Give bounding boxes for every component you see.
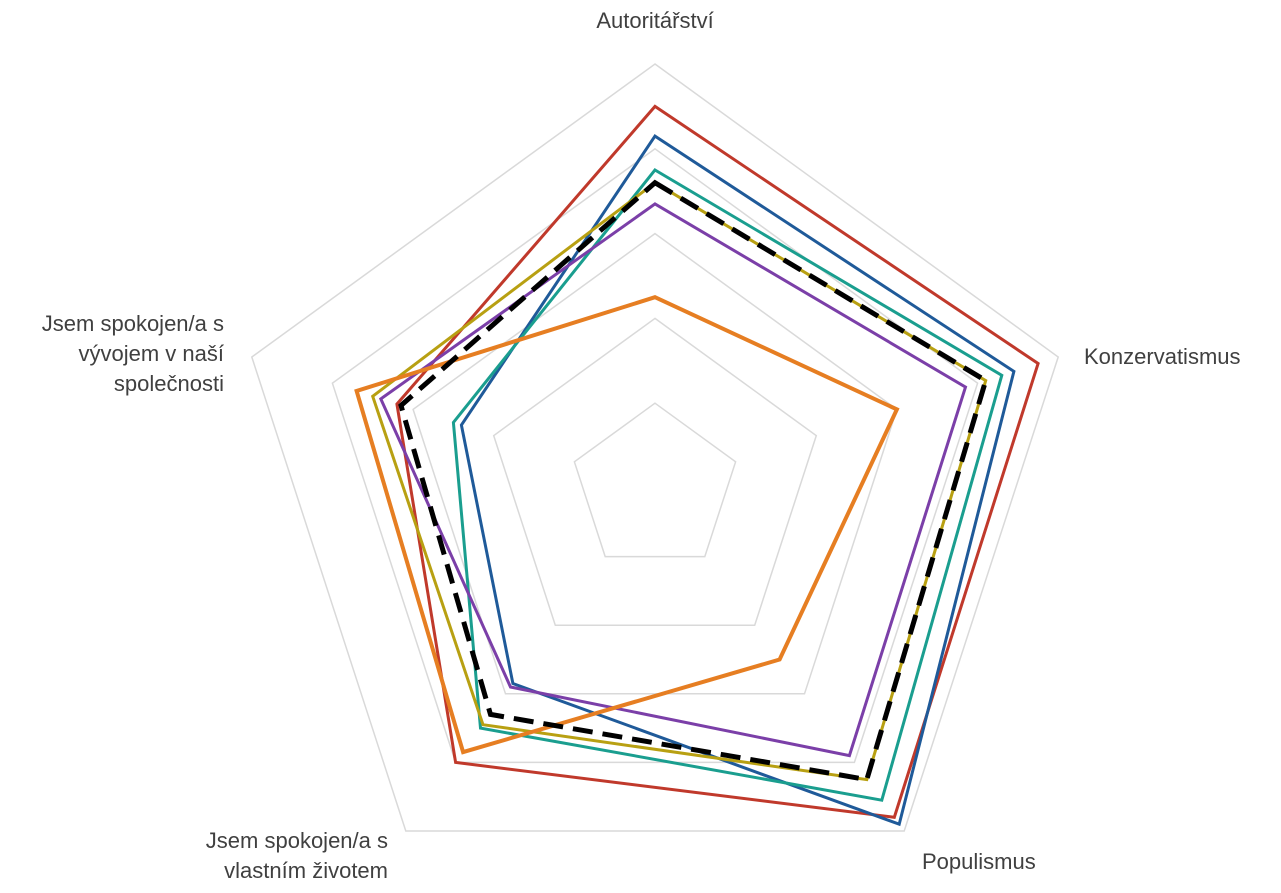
series-line-6: [354, 295, 900, 755]
grid-ring-2: [492, 317, 818, 626]
grid-ring-1: [573, 402, 737, 558]
axis-label-line: Jsem spokojen/a s: [206, 828, 388, 853]
axis-label-populismus: Populismus: [922, 849, 1036, 874]
series-line-2: [459, 134, 1016, 827]
axis-label-line: Populismus: [922, 849, 1036, 874]
series-line-1: [395, 104, 1040, 819]
grid-ring-3: [412, 232, 898, 695]
axis-label-spokojenost-zivot: Jsem spokojen/a s vlastním životem: [206, 828, 388, 883]
series-line-3: [451, 168, 1004, 802]
axis-label-line: Autoritářství: [596, 8, 713, 33]
axis-label-spokojenost-spolecnost: Jsem spokojen/a s vývojem v naší společnos…: [42, 311, 224, 396]
axis-label-line: společnosti: [114, 371, 224, 396]
axis-label-line: Konzervatismus: [1084, 344, 1241, 369]
radar-series: [354, 104, 1040, 827]
axis-label-autoritarstvi: Autoritářství: [596, 8, 713, 33]
axis-label-line: Jsem spokojen/a s: [42, 311, 224, 336]
axis-label-line: vývojem v naší: [79, 341, 225, 366]
grid-ring-5: [250, 63, 1060, 832]
axis-label-line: vlastním životem: [224, 858, 388, 883]
axis-label-konzervatismus: Konzervatismus: [1084, 344, 1241, 369]
series-line-5: [370, 180, 988, 782]
series-line-7: [398, 179, 989, 783]
series-line-4: [378, 202, 968, 758]
radar-axis-labels: Autoritářství Konzervatismus Populismus …: [42, 8, 1241, 883]
grid-ring-4: [331, 147, 979, 764]
